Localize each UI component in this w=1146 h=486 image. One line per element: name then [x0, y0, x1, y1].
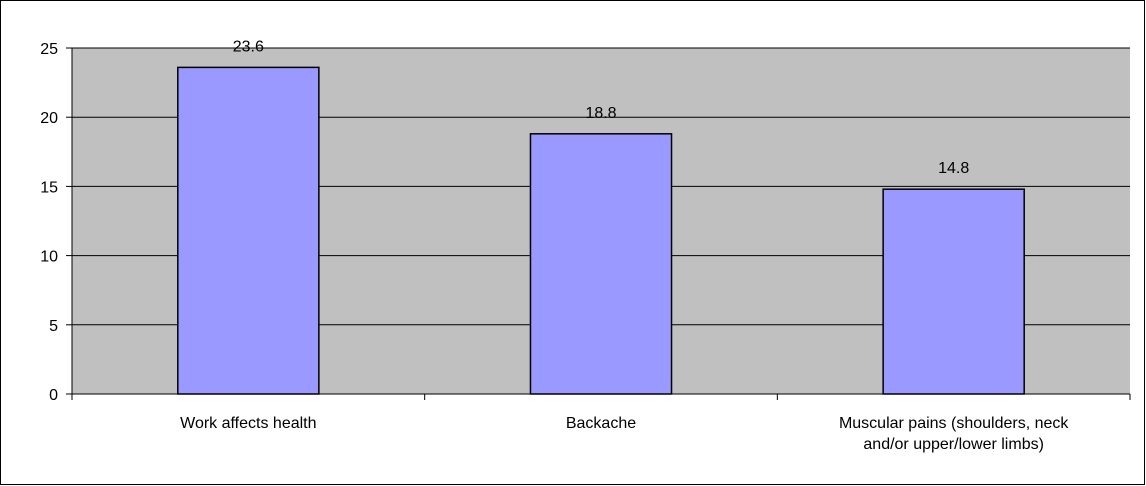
category-labels: Work affects health Backache Muscular pain…: [180, 415, 1069, 453]
y-tick-label: 20: [40, 110, 58, 127]
y-tick-label: 0: [49, 387, 58, 404]
data-label: 14.8: [938, 160, 969, 177]
bar: [882, 188, 1025, 395]
data-labels: 23.6 18.8 14.8: [233, 38, 970, 177]
bar: [177, 66, 320, 395]
category-label: Backache: [566, 415, 636, 432]
data-label: 23.6: [233, 38, 264, 55]
axes: [71, 48, 1130, 395]
data-label: 18.8: [585, 105, 616, 122]
y-tick-label: 15: [40, 179, 58, 196]
category-label: Muscular pains (shoulders, neck: [839, 415, 1069, 432]
y-tick-label: 5: [49, 318, 58, 335]
y-tick-label: 25: [40, 41, 58, 58]
bars: [177, 66, 1025, 395]
category-label: Work affects health: [180, 415, 316, 432]
x-axis-ticks: [71, 394, 1131, 400]
bar: [529, 133, 673, 395]
y-axis-ticks: 0 5 10 15 20 25: [40, 41, 72, 404]
category-label: and/or upper/lower limbs): [863, 436, 1044, 453]
y-tick-label: 10: [40, 249, 58, 266]
